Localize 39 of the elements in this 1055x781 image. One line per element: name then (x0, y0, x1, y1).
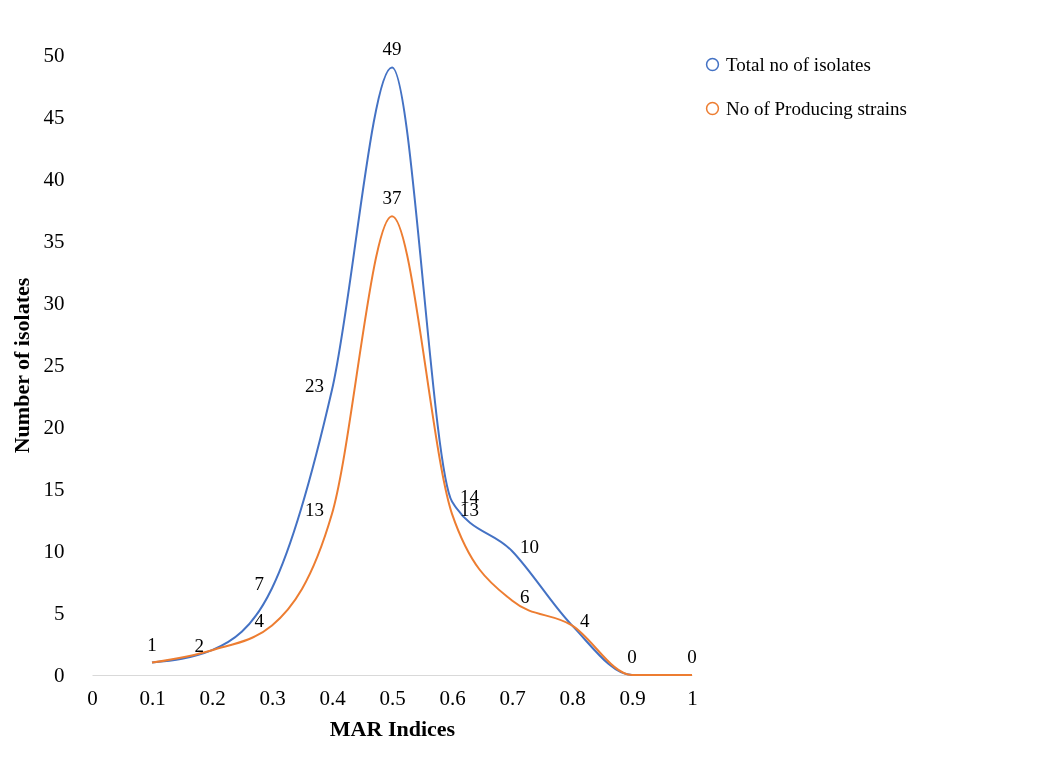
y-tick-label: 45 (43, 104, 65, 129)
data-label: 4 (580, 610, 590, 632)
data-label: 10 (520, 536, 539, 557)
y-tick-label: 10 (43, 538, 65, 563)
x-tick-label: 0.8 (559, 685, 586, 710)
data-label: 6 (520, 585, 530, 607)
y-tick-label: 30 (43, 290, 65, 315)
data-label: 49 (382, 38, 402, 60)
data-label: 2 (194, 635, 204, 657)
y-tick-label: 35 (43, 228, 65, 253)
y-tick-label: 0 (54, 662, 65, 687)
x-tick-label: 0.2 (199, 685, 226, 710)
x-tick-label: 0.5 (379, 685, 406, 710)
legend-label: Total no of isolates (726, 53, 871, 75)
y-tick-label: 15 (43, 476, 65, 501)
data-label: 23 (305, 374, 324, 396)
data-label: 0 (627, 646, 637, 667)
x-tick-label: 0.9 (619, 685, 646, 710)
data-label: 37 (382, 187, 402, 209)
y-tick-label: 50 (43, 42, 65, 67)
x-tick-label: 0.4 (319, 685, 347, 710)
y-axis-title: Number of isolates (8, 277, 34, 454)
data-label: 13 (305, 498, 324, 520)
x-tick-label: 0.1 (139, 685, 166, 710)
x-tick-label: 1 (687, 685, 698, 710)
data-label: 0 (687, 646, 697, 667)
x-tick-label: 0.3 (259, 685, 286, 710)
x-tick-label: 0.7 (499, 685, 526, 710)
y-tick-label: 40 (43, 166, 65, 191)
data-label: 7 (254, 573, 264, 595)
y-tick-label: 20 (43, 414, 65, 439)
x-tick-label: 0 (87, 685, 98, 710)
x-axis-title: MAR Indices (329, 715, 456, 741)
data-label: 1 (147, 633, 157, 655)
data-label: 4 (254, 610, 265, 632)
y-tick-label: 25 (43, 352, 65, 377)
legend-label: No of Producing strains (726, 97, 908, 119)
x-tick-label: 0.6 (439, 685, 466, 710)
y-tick-label: 5 (54, 600, 65, 625)
